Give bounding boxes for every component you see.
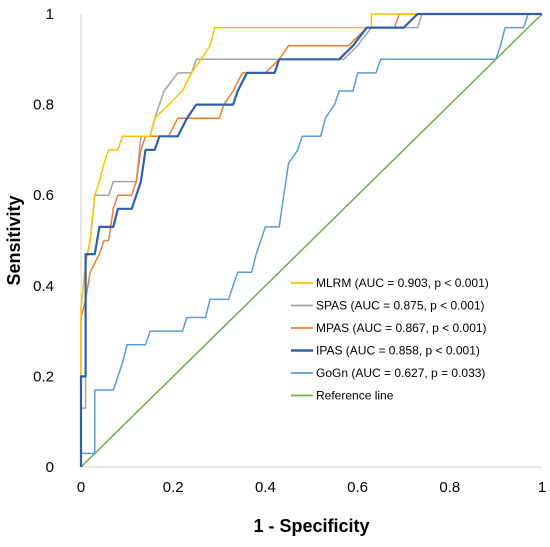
y-tick-label: 0.8 [33,97,54,114]
series-layer [79,12,543,468]
legend-label: MLRM (AUC = 0.903, p < 0.001) [316,276,489,290]
y-tick-label: 0.4 [33,278,54,295]
series-line-2 [80,13,542,467]
tick-labels: 0 0.2 0.4 0.6 0.8 1 0 0.2 0.4 0.6 0.8 1 [33,6,546,496]
x-tick-label: 0 [77,479,85,496]
legend: MLRM (AUC = 0.903, p < 0.001) SPAS (AUC =… [291,276,489,403]
legend-label: IPAS (AUC = 0.858, p < 0.001) [316,344,480,358]
series-line-5 [80,13,543,468]
legend-label: MPAS (AUC = 0.867, p < 0.001) [316,321,487,335]
legend-label: GoGn (AUC = 0.627, p = 0.033) [316,366,485,380]
series-line-4 [80,13,542,467]
series-line-0 [80,13,542,467]
legend-label: SPAS (AUC = 0.875, p < 0.001) [316,299,485,313]
legend-label: Reference line [316,389,394,403]
y-tick-label: 0.6 [33,187,54,204]
x-tick-label: 0.2 [163,479,184,496]
y-axis-title: Sensitivity [4,195,24,285]
series-line-3 [79,12,542,467]
y-tick-label: 0.2 [33,368,54,385]
y-tick-label: 0 [46,459,54,476]
x-axis-title: 1 - Specificity [253,516,369,536]
y-tick-label: 1 [46,6,54,23]
x-tick-label: 0.8 [439,479,460,496]
x-tick-label: 0.4 [255,479,276,496]
x-tick-label: 0.6 [347,479,368,496]
x-tick-label: 1 [538,479,546,496]
